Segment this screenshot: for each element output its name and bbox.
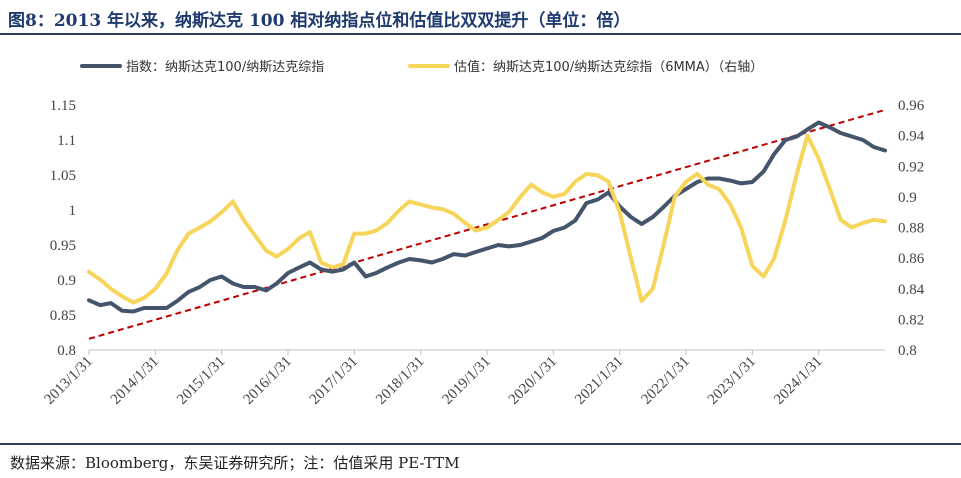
plot-area <box>87 108 887 340</box>
x-tick-label: 2018/1/31 <box>373 354 427 408</box>
footer-divider <box>0 443 961 445</box>
x-tick-label: 2017/1/31 <box>307 354 361 408</box>
y-left-tick-label: 1.15 <box>50 98 76 114</box>
x-tick-label: 2019/1/31 <box>439 354 493 408</box>
legend-label-valuation: 估值：纳斯达克100/纳斯达克综指（6MMA）（右轴） <box>454 59 763 75</box>
x-tick-label: 2022/1/31 <box>638 354 692 408</box>
y-right-tick-label: 0.82 <box>898 312 924 328</box>
trendline <box>88 108 886 340</box>
y-right-tick-label: 0.88 <box>898 221 924 237</box>
y-left-tick-label: 0.9 <box>57 273 76 289</box>
y-left-tick-label: 0.85 <box>50 308 76 324</box>
title-divider <box>0 33 961 35</box>
x-tick-label: 2024/1/31 <box>771 354 825 408</box>
y-right-tick-label: 0.92 <box>898 159 924 175</box>
x-tick-label: 2020/1/31 <box>506 354 560 408</box>
legend: 指数：纳斯达克100/纳斯达克综指 估值：纳斯达克100/纳斯达克综指（6MMA… <box>80 59 763 75</box>
x-tick-label: 2014/1/31 <box>108 354 162 408</box>
y-left-tick-label: 1.05 <box>50 168 76 184</box>
y-right-tick-label: 0.86 <box>898 251 925 267</box>
y-left-tick-label: 1.1 <box>57 133 76 149</box>
series-line-valuation <box>87 133 887 305</box>
source-note: 数据来源：Bloomberg，东吴证券研究所；注：估值采用 PE-TTM <box>10 454 460 472</box>
y-left-tick-label: 1 <box>69 203 77 219</box>
line-chart: 指数：纳斯达克100/纳斯达克综指 估值：纳斯达克100/纳斯达克综指（6MMA… <box>41 59 925 408</box>
series-line-index <box>87 120 887 314</box>
y-right-tick-label: 0.9 <box>898 190 917 206</box>
x-tick-label: 2013/1/31 <box>41 354 95 408</box>
y-right-tick-label: 0.96 <box>898 98 925 114</box>
x-tick-label: 2016/1/31 <box>240 354 294 408</box>
y-left-tick-label: 0.95 <box>50 238 76 254</box>
y-right-tick-label: 0.84 <box>898 282 925 298</box>
x-tick-label: 2015/1/31 <box>174 354 228 408</box>
y-right-tick-label: 0.94 <box>898 129 925 145</box>
x-tick-label: 2023/1/31 <box>705 354 759 408</box>
legend-label-index: 指数：纳斯达克100/纳斯达克综指 <box>126 60 324 75</box>
y-left-tick-label: 0.8 <box>57 343 76 359</box>
y-right-tick-label: 0.8 <box>898 343 917 359</box>
chart-title: 图8：2013 年以来，纳斯达克 100 相对纳指点位和估值比双双提升（单位：倍… <box>8 11 631 31</box>
x-tick-label: 2021/1/31 <box>572 354 626 408</box>
